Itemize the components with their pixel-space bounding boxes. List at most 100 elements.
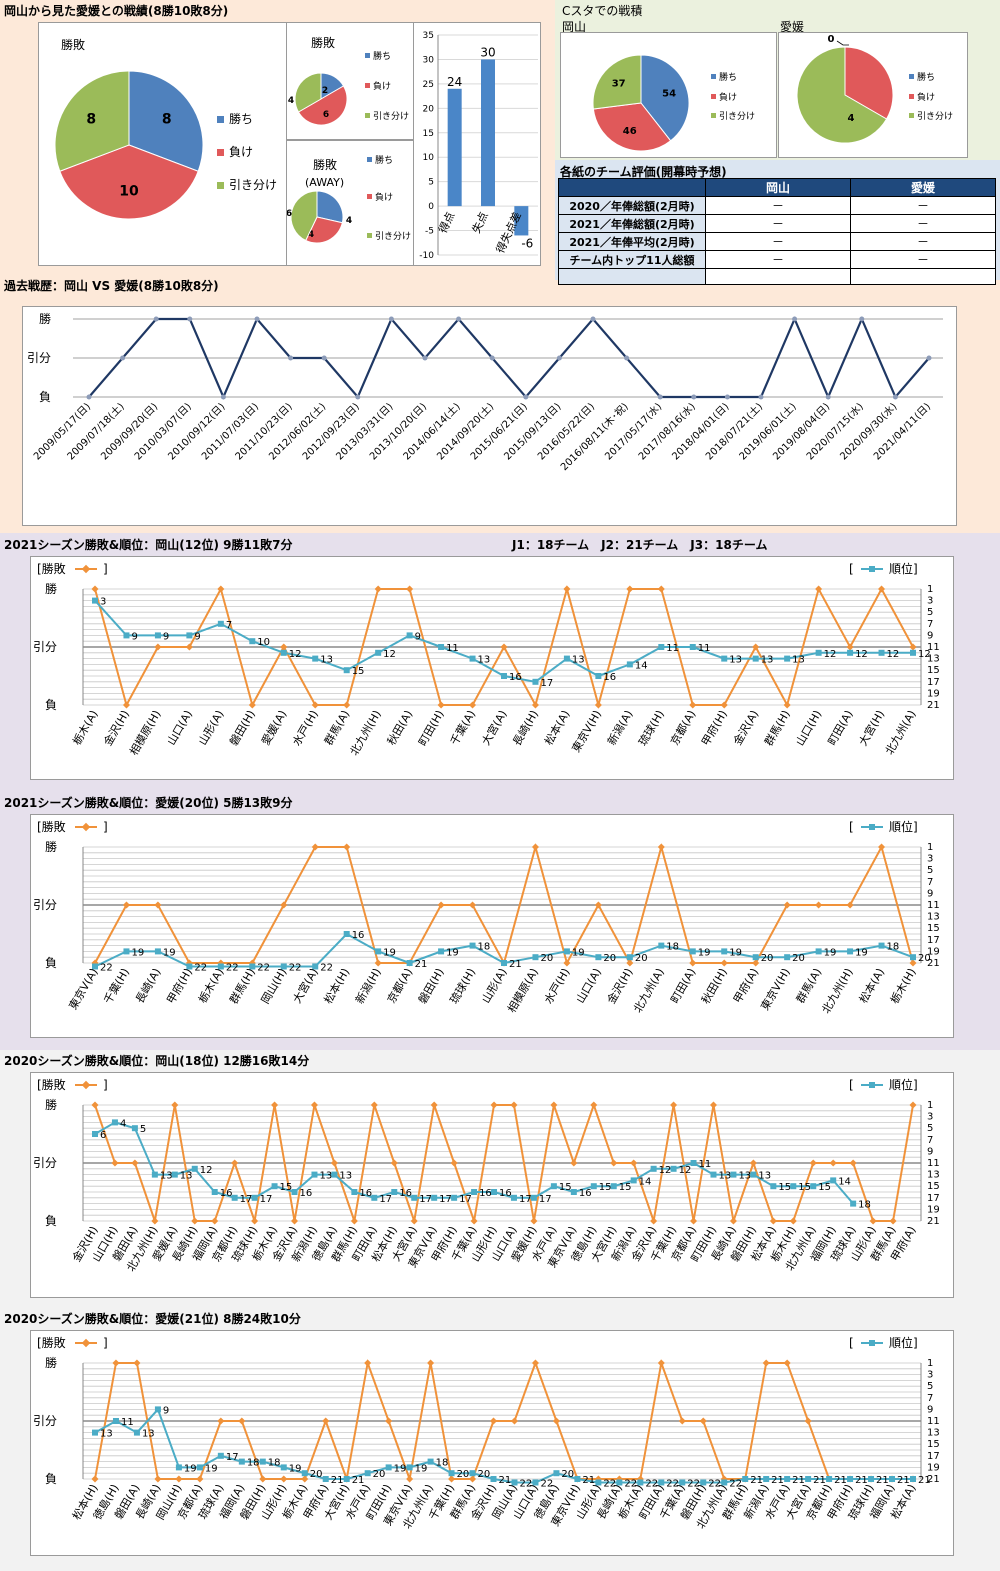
rank-point xyxy=(231,1194,238,1201)
rank-data-label: 22 xyxy=(257,962,270,973)
result-point xyxy=(594,701,602,709)
rank-point xyxy=(710,1171,717,1178)
rank-point xyxy=(784,655,791,662)
history-point xyxy=(489,355,495,361)
result-point xyxy=(769,1217,777,1225)
pie-data-label: 8 xyxy=(86,112,96,128)
rank-data-label: 16 xyxy=(359,1188,372,1199)
opponent-label: 町田(H) xyxy=(416,708,447,748)
evaluation-cell: － xyxy=(705,250,851,269)
history-date-label: 2020/07/15(水) xyxy=(804,401,866,463)
evaluation-row-label: チーム内トップ11人総額 xyxy=(558,250,706,269)
legend-draw-label: 引き分け xyxy=(917,111,953,122)
history-point xyxy=(859,316,865,322)
rank-axis-label: 19 xyxy=(927,1462,940,1473)
rank-point xyxy=(553,1470,560,1477)
opponent-label: 新潟(A) xyxy=(604,708,635,748)
result-point xyxy=(343,701,351,709)
rank-data-label: 22 xyxy=(289,962,302,973)
rank-point xyxy=(312,963,319,970)
legend-rank-marker xyxy=(869,1340,875,1346)
rank-point xyxy=(351,1189,358,1195)
rank-point xyxy=(810,1183,817,1190)
history-point xyxy=(825,394,831,400)
opponent-label: 金沢(A) xyxy=(730,708,761,748)
legend-loss-swatch xyxy=(909,94,914,99)
result-point xyxy=(510,1101,518,1109)
rank-data-label: 19 xyxy=(415,1463,428,1474)
result-point xyxy=(301,1475,309,1483)
rank-point xyxy=(438,948,445,955)
rank-data-label: 15 xyxy=(559,1182,572,1193)
rank-point xyxy=(469,1470,476,1477)
rank-point xyxy=(491,1189,498,1195)
rank-axis-label: 1 xyxy=(927,1100,933,1111)
result-point xyxy=(469,901,477,909)
rank-point xyxy=(658,942,665,949)
legend-rank-close: 順位] xyxy=(889,819,918,834)
rank-point xyxy=(364,1470,371,1477)
result-point xyxy=(311,701,319,709)
rank-axis-label: 3 xyxy=(927,1370,933,1381)
result-point xyxy=(374,959,382,967)
rank-axis-label: 5 xyxy=(927,865,933,876)
legend-win-label: 勝ち xyxy=(719,71,737,83)
legend-loss-swatch xyxy=(365,83,370,88)
result-point xyxy=(112,1359,120,1367)
opponent-label: 甲府(A) xyxy=(730,966,761,1006)
opponent-label: 磐田(H) xyxy=(226,708,258,749)
rank-data-label: 12 xyxy=(918,649,931,660)
legend-loss-label: 負け xyxy=(229,145,253,159)
rank-point xyxy=(595,1479,602,1486)
history-point xyxy=(187,316,193,322)
result-point xyxy=(752,643,760,651)
evaluation-cell xyxy=(850,268,996,285)
result-point xyxy=(531,1359,539,1367)
rank-axis-label: 5 xyxy=(927,1381,933,1392)
rank-point xyxy=(451,1194,458,1201)
rank-data-label: 17 xyxy=(439,1194,452,1205)
rank-point xyxy=(154,632,161,639)
season-2021-okayama-title: 2021シーズン勝敗&順位：岡山(12位) 9勝11敗7分 xyxy=(4,538,293,552)
bar-ytick-label: 20 xyxy=(423,104,435,114)
rank-point xyxy=(249,638,256,645)
rank-data-label: 21 xyxy=(415,959,428,970)
result-point xyxy=(280,1475,288,1483)
result-point xyxy=(678,1417,686,1425)
rank-point xyxy=(501,673,507,679)
pie-home-legend: 勝ち 負け 引き分け xyxy=(365,50,409,122)
rank-data-label: 17 xyxy=(419,1194,432,1205)
rank-point xyxy=(721,1479,728,1486)
opponent-label: 群馬(A) xyxy=(793,966,824,1006)
opponent-label: 金沢(H) xyxy=(604,966,636,1007)
rank-data-label: 15 xyxy=(798,1182,811,1193)
cstadium-okayama-panel: 54 46 37 勝ち 負け 引き分け xyxy=(560,32,777,158)
result-point xyxy=(370,1101,378,1109)
result-point xyxy=(849,1159,857,1167)
rank-point xyxy=(670,1165,677,1172)
rank-data-label: 22 xyxy=(540,1478,553,1489)
history-title: 過去戦歴：岡山 VS 愛媛(8勝10敗8分) xyxy=(4,279,219,293)
history-point xyxy=(254,316,260,322)
season-2021-okayama-panel: [勝敗][順位] 1 3 5 7 9 11 13 15 17 19 21 勝引分負 3 9 9 9 7 10 12 13… xyxy=(30,556,954,780)
opponent-label: 東京V(H) xyxy=(569,708,604,755)
evaluation-cell: － xyxy=(850,250,996,269)
opponent-label: 群馬(H) xyxy=(761,708,793,749)
rank-data-label: 22 xyxy=(519,1478,532,1489)
rank-data-label: 21 xyxy=(582,1475,595,1486)
opponent-label: 北九州(A) xyxy=(883,708,919,757)
rank-point xyxy=(847,948,854,955)
opponent-label: 松本(A) xyxy=(541,708,572,748)
result-point xyxy=(154,1475,162,1483)
history-date-label: 2009/07/18(土) xyxy=(64,400,127,463)
result-point xyxy=(690,1217,698,1225)
history-date-label: 2015/09/13(日) xyxy=(502,401,563,462)
rank-data-label: 17 xyxy=(379,1194,392,1205)
result-point xyxy=(280,901,288,909)
history-date-label: 2018/07/21(土) xyxy=(703,400,766,463)
rank-axis-label: 19 xyxy=(927,946,940,957)
legend-draw-label: 引き分け xyxy=(373,111,409,122)
rank-data-label: 21 xyxy=(834,1475,847,1486)
pie-slice-win xyxy=(640,54,690,142)
legend-loss-label: 負け xyxy=(917,91,935,103)
